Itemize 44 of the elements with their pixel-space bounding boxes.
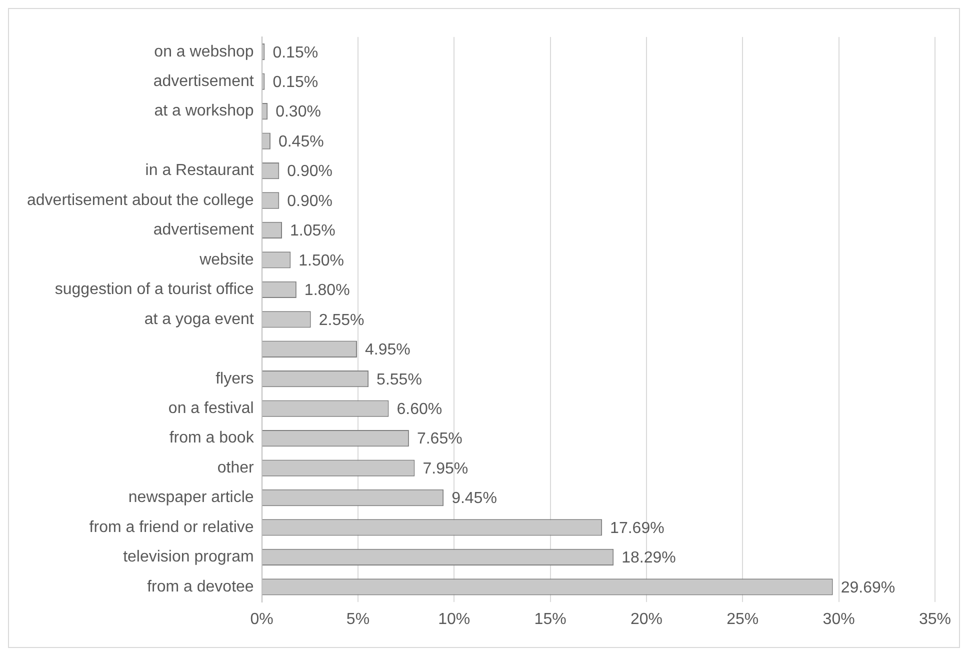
data-label: 29.69% [840,579,896,596]
data-label: 2.55% [318,312,364,329]
data-label: 0.15% [272,74,318,91]
y-tick-label: from a devotee [147,578,254,596]
y-tick-label: at a workshop [154,102,254,120]
x-tick-label: 35% [918,610,952,628]
data-label: 4.95% [365,342,410,359]
x-tick-label: 15% [534,610,566,628]
data-label: 0.15% [272,44,318,62]
y-tick-label: other [217,459,254,476]
data-label: 9.45% [452,490,497,508]
x-tick-label: 20% [630,610,662,628]
data-label: 6.60% [396,400,442,418]
y-tick-label: advertisement about the college [27,192,254,209]
data-label: 7.65% [416,430,462,448]
data-label: 1.80% [304,282,350,300]
data-label: 0.45% [278,133,324,150]
y-tick-label: in a Restaurant [145,162,254,180]
y-tick-label: on a festival [168,400,254,417]
x-tick-label: 30% [822,610,855,628]
y-tick-label: television program [123,548,254,566]
data-label: 7.95% [422,460,468,478]
y-tick-label: from a book [169,430,255,447]
data-label: 0.90% [287,192,332,210]
y-tick-label: on a webshop [154,43,254,60]
y-tick-label: at a yoga event [144,310,254,328]
data-label: 1.05% [290,222,336,240]
y-tick-label: advertisement [153,72,254,90]
data-label: 0.30% [276,104,321,121]
y-tick-label: flyers [216,370,254,388]
x-tick-label: 5% [346,610,370,628]
x-tick-label: 10% [438,610,470,628]
data-label: 18.29% [622,550,676,567]
x-tick-label: 0% [250,610,274,628]
data-label: 1.50% [298,252,344,270]
data-label: 0.90% [287,163,332,180]
y-tick-label: suggestion of a tourist office [54,281,254,298]
y-tick-label: from a friend or relative [89,518,254,536]
y-tick-label: website [198,251,254,268]
data-label: 17.69% [610,520,664,537]
y-tick-label: newspaper article [128,489,254,506]
y-tick-label: advertisement [153,222,254,239]
data-label: 5.55% [376,371,422,388]
x-tick-label: 25% [726,610,759,628]
